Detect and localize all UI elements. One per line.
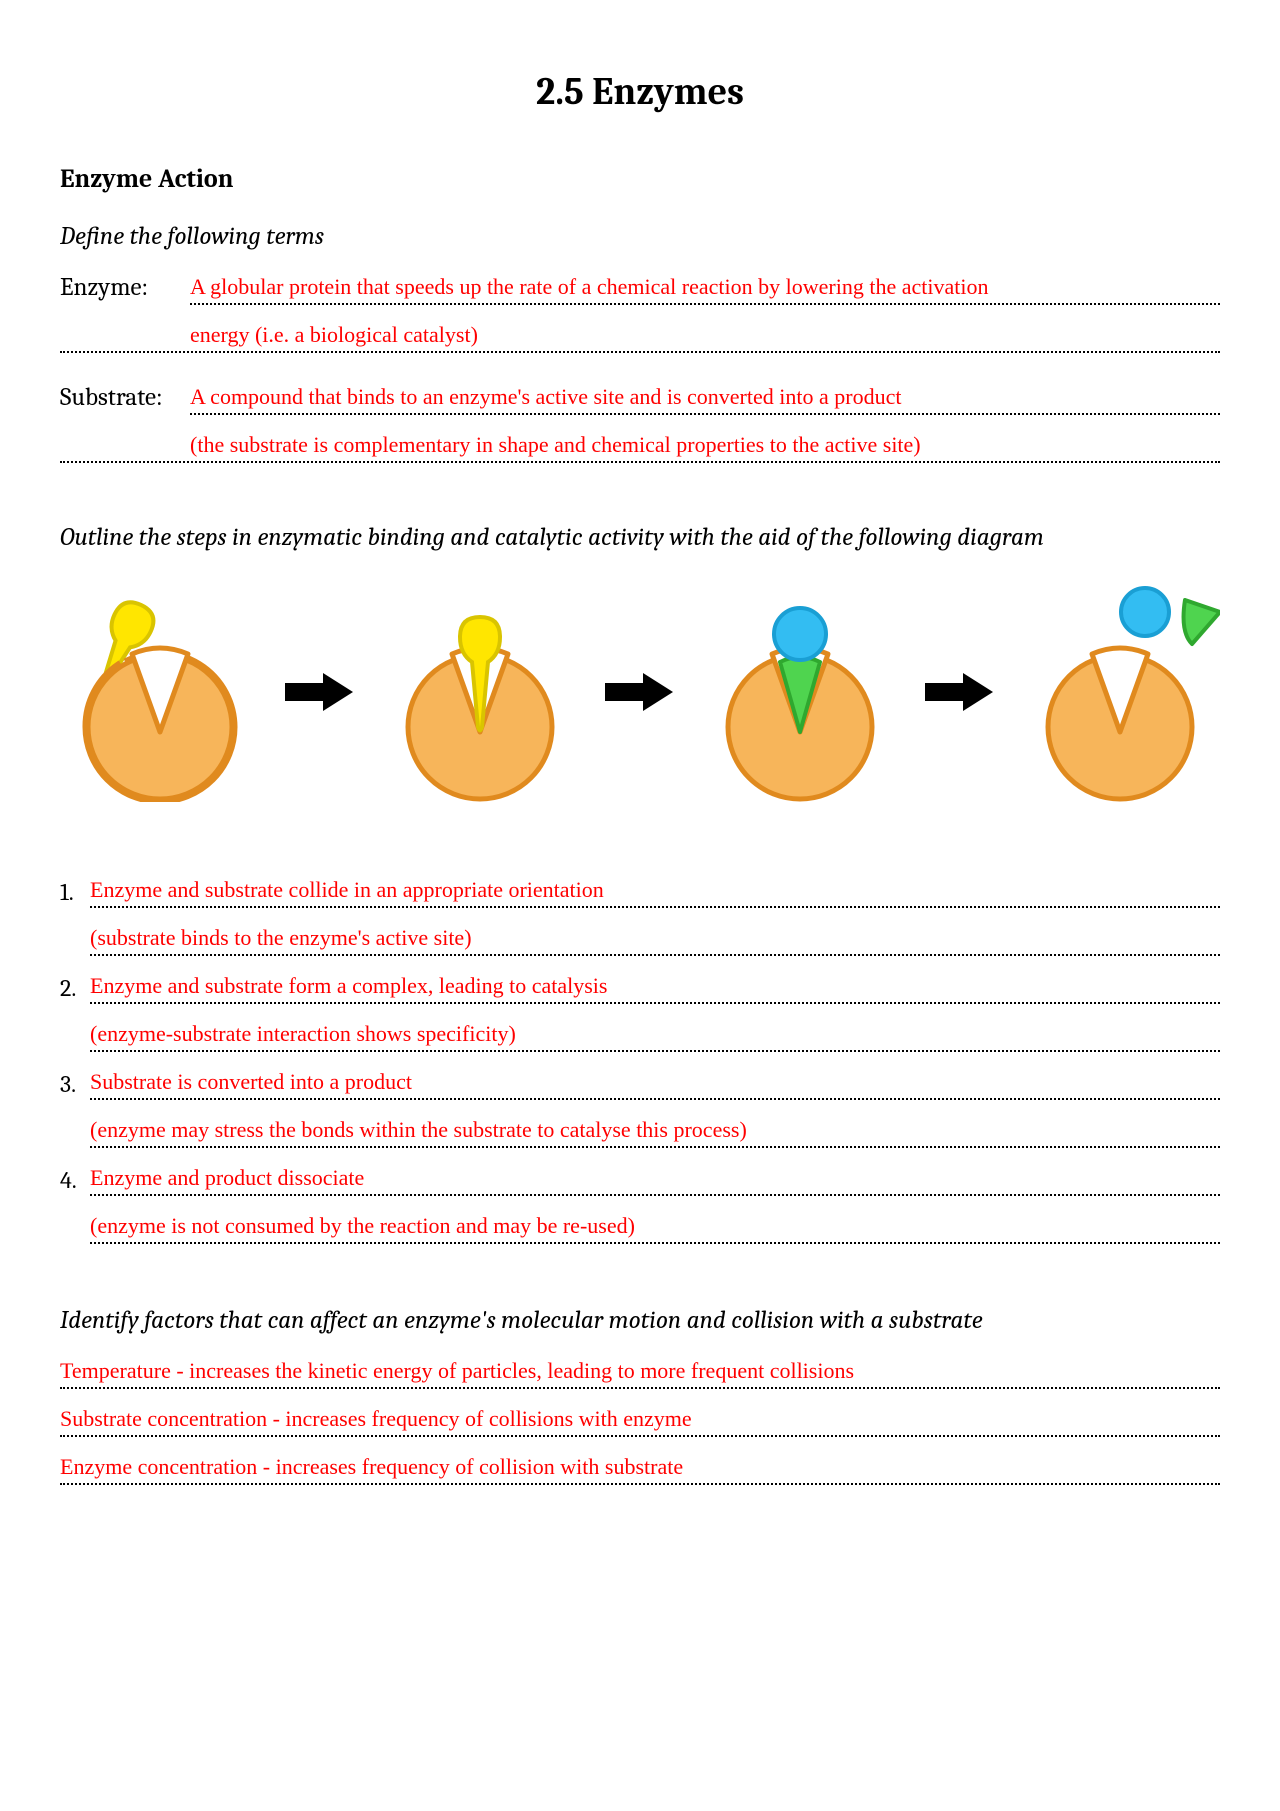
answer-line: (enzyme is not consumed by the reaction …: [90, 1208, 1220, 1244]
answer-text: Enzyme and product dissociate: [90, 1165, 364, 1191]
answer-line: Enzyme and product dissociate: [90, 1160, 1220, 1196]
label-substrate: Substrate:: [60, 379, 190, 412]
section-heading-enzyme-action: Enzyme Action: [60, 164, 1220, 194]
definition-enzyme: Enzyme: A globular protein that speeds u…: [60, 269, 1220, 317]
answer-line: A globular protein that speeds up the ra…: [190, 269, 1220, 305]
step-4: 4. Enzyme and product dissociate (enzyme…: [60, 1160, 1220, 1256]
arrow-icon: [285, 677, 355, 707]
answer-text: Substrate concentration - increases freq…: [60, 1406, 692, 1432]
answer-line: A compound that binds to an enzyme's act…: [190, 379, 1220, 415]
answer-text: Enzyme and substrate collide in an appro…: [90, 877, 604, 903]
diagram-stage-1: [60, 582, 260, 802]
factors-section: Identify factors that can affect an enzy…: [60, 1306, 1220, 1485]
step-number: 2.: [60, 968, 90, 1002]
step-2: 2. Enzyme and substrate form a complex, …: [60, 968, 1220, 1064]
answer-line: energy (i.e. a biological catalyst): [60, 317, 1220, 353]
prompt-identify-factors: Identify factors that can affect an enzy…: [60, 1306, 1220, 1335]
steps-list: 1. Enzyme and substrate collide in an ap…: [60, 872, 1220, 1256]
diagram-stage-4: [1020, 582, 1220, 802]
answer-text: Temperature - increases the kinetic ener…: [60, 1358, 854, 1384]
answer-text: (substrate binds to the enzyme's active …: [90, 925, 472, 951]
answer-text: Substrate is converted into a product: [90, 1069, 412, 1095]
answer-text: (the substrate is complementary in shape…: [190, 432, 921, 458]
diagram-stage-3: [700, 582, 900, 802]
answer-text: energy (i.e. a biological catalyst): [190, 322, 478, 348]
answer-line: (enzyme-substrate interaction shows spec…: [90, 1016, 1220, 1052]
answer-line: (the substrate is complementary in shape…: [60, 427, 1220, 463]
answer-text: A globular protein that speeds up the ra…: [190, 274, 988, 300]
answer-line: Temperature - increases the kinetic ener…: [60, 1353, 1220, 1389]
diagram-stage-2: [380, 582, 580, 802]
step-number: 3.: [60, 1064, 90, 1098]
answer-text: (enzyme may stress the bonds within the …: [90, 1117, 747, 1143]
definitions-block: Enzyme: A globular protein that speeds u…: [60, 269, 1220, 463]
enzyme-diagram: [60, 582, 1220, 802]
step-1: 1. Enzyme and substrate collide in an ap…: [60, 872, 1220, 968]
answer-text: Enzyme and substrate form a complex, lea…: [90, 973, 607, 999]
answer-line: Substrate concentration - increases freq…: [60, 1401, 1220, 1437]
answer-line: (substrate binds to the enzyme's active …: [90, 920, 1220, 956]
page: 2.5 Enzymes Enzyme Action Define the fol…: [0, 0, 1280, 1811]
prompt-outline-steps: Outline the steps in enzymatic binding a…: [60, 523, 1220, 552]
arrow-icon: [925, 677, 995, 707]
answer-line: Enzyme and substrate form a complex, lea…: [90, 968, 1220, 1004]
arrow-icon: [605, 677, 675, 707]
answer-text: (enzyme-substrate interaction shows spec…: [90, 1021, 516, 1047]
step-3: 3. Substrate is converted into a product…: [60, 1064, 1220, 1160]
prompt-define-terms: Define the following terms: [60, 222, 1220, 251]
definition-substrate: Substrate: A compound that binds to an e…: [60, 379, 1220, 427]
answer-line: Enzyme concentration - increases frequen…: [60, 1449, 1220, 1485]
answer-text: A compound that binds to an enzyme's act…: [190, 384, 901, 410]
answer-line: Substrate is converted into a product: [90, 1064, 1220, 1100]
answer-text: (enzyme is not consumed by the reaction …: [90, 1213, 635, 1239]
label-enzyme: Enzyme:: [60, 269, 190, 302]
step-number: 4.: [60, 1160, 90, 1194]
answer-line: (enzyme may stress the bonds within the …: [90, 1112, 1220, 1148]
answer-line: Enzyme and substrate collide in an appro…: [90, 872, 1220, 908]
page-title: 2.5 Enzymes: [60, 70, 1220, 114]
answer-text: Enzyme concentration - increases frequen…: [60, 1454, 683, 1480]
step-number: 1.: [60, 872, 90, 906]
